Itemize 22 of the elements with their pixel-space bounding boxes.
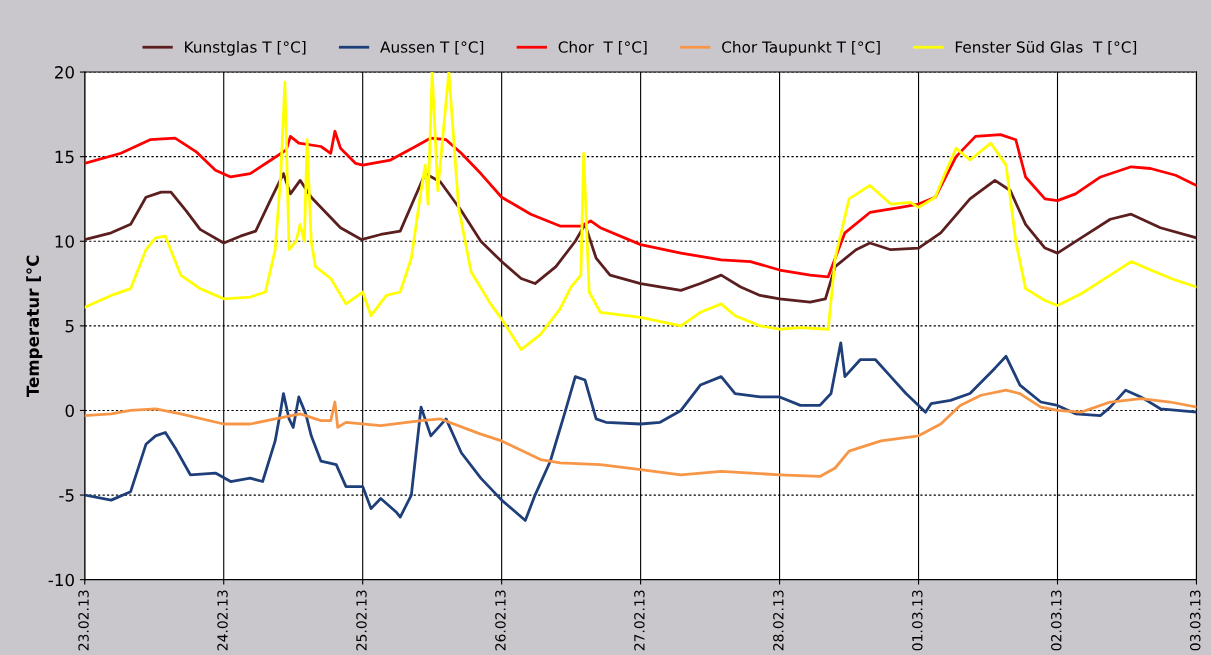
x-tick-label: 24.02.13 [217, 590, 228, 651]
y-tick-label: 0 [65, 404, 74, 418]
legend-label: Fenster Süd Glas T [°C] [955, 40, 1137, 55]
x-tick-label: 23.02.13 [78, 590, 89, 651]
y-tick-label: -10 [48, 573, 74, 587]
y-tick-label: 5 [65, 320, 74, 333]
y-axis-title: Temperatur [°C [26, 255, 43, 398]
y-tick-label: 15 [55, 150, 74, 164]
legend-label: Aussen T [°C] [380, 40, 484, 55]
x-tick-label: 01.03.13 [912, 590, 923, 651]
legend-label: Chor Taupunkt T [°C] [722, 40, 880, 56]
y-tick-label: 20 [55, 66, 74, 79]
x-tick-label: 25.02.13 [356, 590, 367, 651]
x-tick-label: 02.03.13 [1051, 590, 1062, 651]
y-tick-label: -5 [59, 489, 74, 502]
x-tick-label: 28.02.13 [773, 590, 784, 651]
x-tick-label: 26.02.13 [495, 590, 506, 651]
legend-label: Kunstglas T [°C] [185, 40, 306, 56]
legend-label: Chor T [°C] [558, 40, 647, 55]
x-tick-label: 03.03.13 [1189, 590, 1201, 651]
y-tick-label: 10 [55, 235, 74, 248]
x-tick-label: 27.02.13 [634, 590, 645, 651]
